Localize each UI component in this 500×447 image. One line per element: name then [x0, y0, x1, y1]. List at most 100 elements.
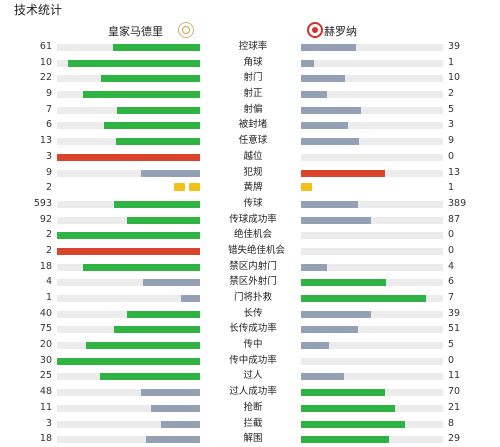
away-stat-bar [301, 59, 314, 67]
away-stat-bar-track [301, 106, 443, 114]
away-stat-bar [301, 169, 385, 177]
stat-row: 2 绝佳机会 0 [0, 227, 500, 243]
home-stat-bar [57, 247, 200, 255]
stat-row: 18 解围 29 [0, 431, 500, 447]
home-stat-value: 11 [39, 401, 52, 413]
stat-row: 6 被封堵 3 [0, 117, 500, 133]
home-stat-bar-track [57, 153, 200, 161]
home-stat-value: 6 [45, 119, 52, 131]
home-stat-bar-track [57, 420, 200, 428]
away-stat-bar-track [301, 373, 443, 381]
stat-label: 抢断 [243, 401, 263, 413]
home-stat-bar-track [57, 75, 200, 83]
stat-row: 2 错失绝佳机会 0 [0, 243, 500, 259]
away-stat-bar [301, 342, 330, 350]
away-stat-bar [301, 91, 327, 99]
stat-row: 1 门将扑救 7 [0, 290, 500, 306]
home-stat-bar [68, 59, 200, 67]
stat-row: 10 角球 1 [0, 55, 500, 71]
home-stat-bar [115, 138, 200, 146]
home-stat-bar [82, 91, 200, 99]
away-stat-value: 4 [448, 260, 455, 272]
home-stat-bar-track [57, 389, 200, 397]
stat-label: 禁区外射门 [229, 276, 277, 288]
away-stat-value: 29 [448, 433, 461, 445]
home-stat-bar-track [57, 138, 200, 146]
home-stat-bar-track [57, 357, 200, 365]
home-stat-bar [161, 420, 200, 428]
stat-row: 593 传球 389 [0, 196, 500, 212]
home-stat-value: 40 [39, 307, 52, 319]
stat-row: 40 长传 39 [0, 306, 500, 322]
home-stat-value: 3 [45, 150, 52, 162]
stat-row: 30 传中成功率 0 [0, 353, 500, 369]
away-stat-bar-track [301, 200, 443, 208]
away-stat-value: 0 [448, 244, 455, 256]
away-stat-bar-track [301, 279, 443, 287]
away-stat-bar-track [301, 389, 443, 397]
yellow-card-icon [301, 183, 312, 192]
home-stat-bar-track [57, 59, 200, 67]
home-stat-bar-track [57, 232, 200, 240]
home-stat-bar-track [57, 122, 200, 130]
home-stat-bar [57, 232, 200, 240]
stat-row: 9 射正 2 [0, 86, 500, 102]
home-stat-bar [181, 295, 200, 302]
away-stat-value: 3 [448, 119, 455, 131]
home-stat-bar [57, 153, 200, 161]
away-stat-value: 0 [448, 354, 455, 366]
home-stat-value: 18 [39, 433, 52, 445]
away-stat-value: 39 [448, 41, 461, 52]
home-stat-bar-track [57, 326, 200, 334]
stats-table: 61 控球率 39 10 角球 1 22 射门 10 9 射正 2 7 射偏 5 6 被封堵 3 13 任意球 9 3 越位… [0, 39, 500, 447]
away-stat-value: 39 [448, 307, 461, 319]
away-stat-bar-track [301, 263, 443, 271]
home-stat-value: 75 [39, 323, 52, 335]
page-title: 技术统计 [14, 3, 63, 17]
away-team-name: 赫罗纳 [324, 25, 357, 38]
stat-row: 9 犯规 13 [0, 165, 500, 181]
stat-row: 11 抢断 21 [0, 400, 500, 416]
home-stat-value: 1 [45, 292, 52, 303]
home-stat-value: 48 [39, 386, 52, 398]
home-stat-bar [114, 200, 200, 208]
away-stat-value: 51 [448, 323, 461, 335]
stat-row: 25 过人 11 [0, 368, 500, 384]
home-yellow-cards [174, 183, 200, 192]
away-stat-value: 87 [448, 213, 461, 225]
home-stat-value: 20 [39, 339, 52, 351]
away-stat-bar-track [301, 295, 443, 302]
home-stat-bar-track [57, 404, 200, 412]
home-stat-value: 4 [45, 276, 52, 288]
stat-label: 被封堵 [238, 119, 268, 131]
stat-label: 任意球 [238, 135, 268, 147]
home-stat-bar [151, 404, 200, 412]
away-stat-bar-track [301, 138, 443, 146]
stat-row: 75 长传成功率 51 [0, 321, 500, 337]
away-stat-bar [301, 373, 344, 381]
stat-label: 拦截 [243, 417, 263, 429]
away-stat-bar [301, 279, 387, 287]
away-stat-value: 5 [448, 103, 455, 115]
home-stat-bar-track [57, 106, 200, 114]
stat-label: 解围 [243, 433, 263, 445]
yellow-card-icon [189, 183, 200, 192]
stat-row: 48 过人成功率 70 [0, 384, 500, 400]
away-stat-value: 2 [448, 88, 455, 100]
stat-label: 门将扑救 [233, 292, 272, 303]
away-stat-bar-track [301, 216, 443, 224]
stat-row: 22 射门 10 [0, 70, 500, 86]
away-stat-bar [301, 200, 358, 208]
away-stat-bar-track [301, 310, 443, 318]
stat-label: 禁区内射门 [229, 260, 277, 272]
stat-label: 控球率 [238, 41, 268, 52]
away-stat-value: 10 [448, 72, 461, 84]
home-stat-bar-track [57, 342, 200, 350]
away-stat-value: 21 [448, 401, 461, 413]
stat-label: 传球成功率 [229, 213, 277, 225]
away-stat-bar-track [301, 232, 443, 240]
away-stat-value: 0 [448, 150, 455, 162]
stat-row: 61 控球率 39 [0, 39, 500, 55]
home-stat-bar [114, 326, 200, 334]
home-stat-bar-track [57, 279, 200, 287]
